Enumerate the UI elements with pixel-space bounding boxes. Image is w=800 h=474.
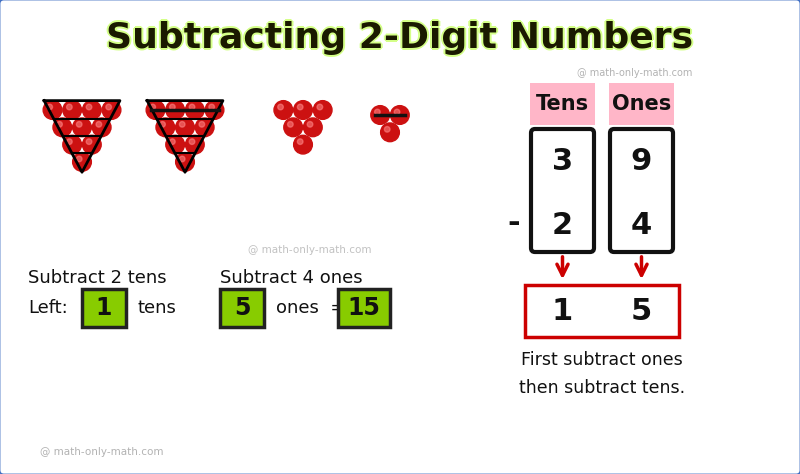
Circle shape <box>384 127 390 132</box>
Circle shape <box>63 100 82 119</box>
Circle shape <box>205 100 224 119</box>
Circle shape <box>179 121 185 127</box>
Circle shape <box>170 104 175 110</box>
Circle shape <box>209 104 214 110</box>
Text: Ones: Ones <box>612 94 671 114</box>
Circle shape <box>160 121 166 127</box>
Circle shape <box>82 135 101 154</box>
Text: First subtract ones
then subtract tens.: First subtract ones then subtract tens. <box>519 351 685 397</box>
Circle shape <box>294 100 312 119</box>
Circle shape <box>371 106 390 124</box>
Circle shape <box>53 118 72 137</box>
Circle shape <box>374 109 380 115</box>
Circle shape <box>298 104 303 110</box>
Text: Subtract 4 ones: Subtract 4 ones <box>220 269 362 287</box>
Circle shape <box>73 118 91 137</box>
Circle shape <box>278 104 283 110</box>
Circle shape <box>176 153 194 171</box>
Text: 2: 2 <box>552 210 573 239</box>
FancyBboxPatch shape <box>531 129 594 252</box>
FancyBboxPatch shape <box>525 285 679 337</box>
Text: Subtracting 2-Digit Numbers: Subtracting 2-Digit Numbers <box>106 20 693 54</box>
Circle shape <box>43 100 62 119</box>
Text: Subtracting 2-Digit Numbers: Subtracting 2-Digit Numbers <box>107 22 694 56</box>
Circle shape <box>63 135 82 154</box>
Circle shape <box>73 153 91 171</box>
Circle shape <box>199 121 205 127</box>
Circle shape <box>274 100 293 119</box>
Text: Subtracting 2-Digit Numbers: Subtracting 2-Digit Numbers <box>106 21 694 55</box>
Circle shape <box>170 139 175 145</box>
Circle shape <box>150 104 155 110</box>
Text: tens: tens <box>138 299 177 317</box>
FancyBboxPatch shape <box>530 83 595 125</box>
Text: Left:: Left: <box>28 299 68 317</box>
Text: 1: 1 <box>552 297 573 326</box>
Text: -: - <box>508 209 520 237</box>
Circle shape <box>86 104 92 110</box>
Text: 1: 1 <box>96 296 112 320</box>
Circle shape <box>186 100 204 119</box>
Text: Subtracting 2-Digit Numbers: Subtracting 2-Digit Numbers <box>107 20 694 54</box>
Circle shape <box>190 104 195 110</box>
Circle shape <box>146 100 165 119</box>
Circle shape <box>179 156 185 162</box>
Circle shape <box>176 118 194 137</box>
Text: 5: 5 <box>234 296 250 320</box>
Circle shape <box>102 100 121 119</box>
Text: Subtracting 2-Digit Numbers: Subtracting 2-Digit Numbers <box>109 21 695 55</box>
Circle shape <box>186 135 204 154</box>
Text: Subtracting 2-Digit Numbers: Subtracting 2-Digit Numbers <box>106 23 694 57</box>
Circle shape <box>381 123 399 142</box>
Circle shape <box>317 104 322 110</box>
Circle shape <box>92 118 111 137</box>
Text: 15: 15 <box>347 296 381 320</box>
Circle shape <box>390 106 409 124</box>
Circle shape <box>303 118 322 137</box>
Text: Subtracting 2-Digit Numbers: Subtracting 2-Digit Numbers <box>106 22 693 56</box>
Circle shape <box>76 121 82 127</box>
Circle shape <box>287 121 293 127</box>
Circle shape <box>96 121 102 127</box>
Circle shape <box>47 104 53 110</box>
Text: Subtracting 2-Digit Numbers: Subtracting 2-Digit Numbers <box>106 19 694 53</box>
FancyBboxPatch shape <box>610 129 673 252</box>
Text: 5: 5 <box>631 297 652 326</box>
Circle shape <box>294 135 312 154</box>
FancyBboxPatch shape <box>338 289 390 327</box>
Text: 3: 3 <box>552 146 573 175</box>
Text: 9: 9 <box>631 146 652 175</box>
Text: Tens: Tens <box>536 94 589 114</box>
Circle shape <box>82 100 101 119</box>
Circle shape <box>166 100 185 119</box>
Circle shape <box>66 104 72 110</box>
FancyBboxPatch shape <box>82 289 126 327</box>
Text: @ math-only-math.com: @ math-only-math.com <box>248 245 372 255</box>
Circle shape <box>298 139 303 145</box>
Circle shape <box>307 121 313 127</box>
Text: @ math-only-math.com: @ math-only-math.com <box>577 68 692 78</box>
Circle shape <box>314 100 332 119</box>
Text: Subtracting 2-Digit Numbers: Subtracting 2-Digit Numbers <box>105 21 691 55</box>
Circle shape <box>394 109 400 115</box>
Circle shape <box>57 121 62 127</box>
Text: ones  =: ones = <box>276 299 346 317</box>
FancyBboxPatch shape <box>220 289 264 327</box>
Circle shape <box>190 139 195 145</box>
Circle shape <box>156 118 174 137</box>
Text: 4: 4 <box>631 210 652 239</box>
FancyBboxPatch shape <box>609 83 674 125</box>
Circle shape <box>195 118 214 137</box>
Text: Subtract 2 tens: Subtract 2 tens <box>28 269 166 287</box>
Circle shape <box>106 104 111 110</box>
Circle shape <box>86 139 92 145</box>
Circle shape <box>76 156 82 162</box>
Circle shape <box>166 135 185 154</box>
Circle shape <box>66 139 72 145</box>
Circle shape <box>284 118 302 137</box>
Text: @ math-only-math.com: @ math-only-math.com <box>40 447 163 457</box>
